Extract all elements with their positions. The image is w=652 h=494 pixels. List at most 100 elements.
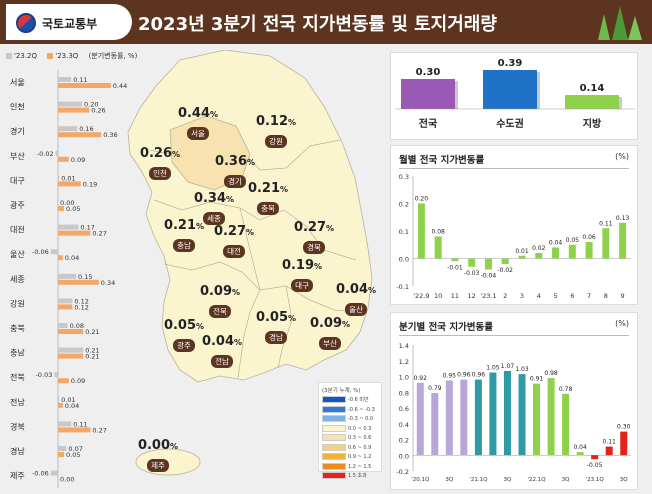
quarterly-bar-chart: -0.2 0.0 0.2 0.4 0.6 0.8 1.0 1.2 1.4 0.92 '20.1Q 0.… — [396, 342, 631, 483]
bar-q2 — [58, 224, 79, 230]
tree-decoration-icon — [598, 6, 642, 40]
quarterly-bar — [460, 379, 468, 456]
quarterly-value-label: 0.98 — [544, 370, 558, 377]
monthly-x-label: 4 — [537, 292, 541, 300]
bar-q3 — [58, 452, 64, 457]
value-label-q3: 0.36 — [103, 131, 117, 139]
y-tick-label: 0.8 — [399, 389, 409, 397]
monthly-value-label: 0.02 — [532, 245, 546, 252]
bar-q2 — [54, 372, 58, 378]
monthly-x-label: 7 — [587, 292, 591, 300]
scale-label: 0.6 ~ 0.9 — [348, 444, 372, 451]
monthly-value-label: 0.06 — [582, 234, 596, 241]
quarterly-value-label: 0.11 — [603, 439, 617, 446]
region-label: 경남 — [10, 446, 25, 456]
summary-category-label: 수도권 — [496, 118, 524, 130]
monthly-bar — [484, 258, 492, 270]
monthly-x-label: 3 — [520, 292, 524, 300]
monthly-bar — [468, 258, 476, 267]
summary-bar — [483, 70, 537, 109]
monthly-x-label: '23.1 — [480, 292, 496, 300]
quarterly-x-label: '20.1Q — [411, 477, 430, 483]
quarterly-bar — [620, 431, 628, 456]
quarterly-chart-title: 분기별 전국 지가변동률 — [399, 322, 494, 333]
quarterly-value-label: 0.96 — [457, 372, 471, 379]
monthly-bar — [585, 242, 593, 259]
region-label: 서울 — [10, 78, 25, 87]
quarterly-value-label: 0.78 — [559, 386, 573, 393]
monthly-value-label: -0.03 — [464, 270, 480, 277]
region-label: 강원 — [10, 298, 25, 308]
page-title: 2023년 3분기 전국 지가변동률 및 토지거래량 — [138, 14, 497, 35]
summary-category-label: 지방 — [583, 117, 602, 130]
summary-bar-shade — [619, 97, 622, 109]
region-label: 전남 — [10, 397, 25, 407]
value-label-q2: 0.17 — [80, 224, 94, 232]
value-label-q2: 0.12 — [74, 297, 88, 305]
monthly-bar — [535, 253, 543, 259]
monthly-value-label: 0.13 — [616, 215, 630, 222]
map-color-scale: (3분기 누계, %) -0.6 미만 -0.6 ~ -0.3 -0.3 ~ 0.0… — [318, 382, 382, 479]
y-tick-label: 1.0 — [399, 374, 409, 382]
quarterly-x-label: 3Q — [620, 477, 628, 483]
monthly-x-label: 5 — [553, 292, 557, 300]
value-label-q3: 0.05 — [66, 205, 80, 213]
quarterly-value-label: 0.95 — [443, 372, 457, 379]
bar-q3 — [58, 83, 111, 88]
monthly-value-label: -0.01 — [447, 264, 463, 271]
bar-q2 — [50, 470, 58, 476]
monthly-chart-unit: (%) — [615, 152, 629, 161]
bar-q2 — [58, 446, 67, 451]
value-label-q3: 0.19 — [83, 180, 97, 188]
value-label-q3: 0.12 — [74, 303, 88, 311]
summary-bar-shade — [537, 72, 540, 109]
quarterly-bar — [503, 370, 511, 456]
bar-q3 — [58, 353, 84, 359]
scale-swatch — [322, 453, 346, 460]
scale-label: 0.9 ~ 1.2 — [348, 454, 372, 460]
scale-swatch — [322, 415, 346, 422]
region-label: 부산 — [10, 151, 25, 161]
bar-q2 — [50, 249, 58, 255]
quarterly-bar — [474, 379, 482, 456]
scale-label: 1.5 초과 — [348, 473, 367, 479]
monthly-value-label: -0.02 — [497, 267, 513, 274]
quarterly-bar — [547, 378, 555, 456]
monthly-bar — [417, 203, 425, 259]
bar-q3 — [58, 427, 91, 433]
jeju-island — [135, 448, 201, 476]
bar-q2 — [58, 347, 84, 353]
regional-bar-chart: 서울 0.11 0.44 인천 0.200.26 경기 0.16 0.36 부산 -0.02 0.0… — [10, 70, 127, 488]
summary-value-label: 0.14 — [580, 83, 605, 94]
quarterly-title-divider — [399, 335, 629, 336]
quarterly-bar — [431, 393, 439, 456]
legend-unit: (분기변동률, %) — [88, 52, 138, 60]
quarterly-value-label: 0.30 — [617, 424, 631, 431]
scale-label: 1.2 ~ 1.5 — [348, 463, 372, 470]
scale-swatch — [322, 405, 346, 413]
quarterly-chart-unit: (%) — [615, 319, 629, 328]
bar-q3 — [58, 206, 64, 211]
bar-q2 — [58, 273, 76, 279]
region-label: 제주 — [10, 472, 25, 481]
scale-label: -0.3 ~ 0.0 — [348, 416, 374, 422]
quarterly-value-label: -0.05 — [587, 462, 603, 469]
scale-row: -0.3 ~ 0.0 — [322, 415, 378, 425]
value-label-q3: 0.27 — [92, 426, 106, 434]
bar-q3 — [58, 107, 90, 113]
value-label-q3: 0.21 — [85, 353, 99, 361]
monthly-value-label: -0.04 — [481, 273, 497, 280]
summary-bar — [401, 79, 455, 109]
scale-row: 0.6 ~ 0.9 — [322, 443, 378, 454]
value-label-q2: 0.07 — [68, 445, 82, 453]
scale-row: 1.2 ~ 1.5 — [322, 462, 378, 473]
quarterly-value-label: 0.92 — [414, 375, 428, 382]
monthly-bar — [568, 244, 576, 259]
bar-q2 — [58, 101, 82, 107]
value-label-q3: 0.04 — [65, 402, 79, 410]
y-tick-label: 0.6 — [399, 405, 409, 413]
monthly-bar — [518, 255, 526, 259]
legend-swatch-q2 — [6, 53, 12, 59]
monthly-x-label: 6 — [570, 292, 574, 300]
scale-swatch — [322, 434, 346, 441]
